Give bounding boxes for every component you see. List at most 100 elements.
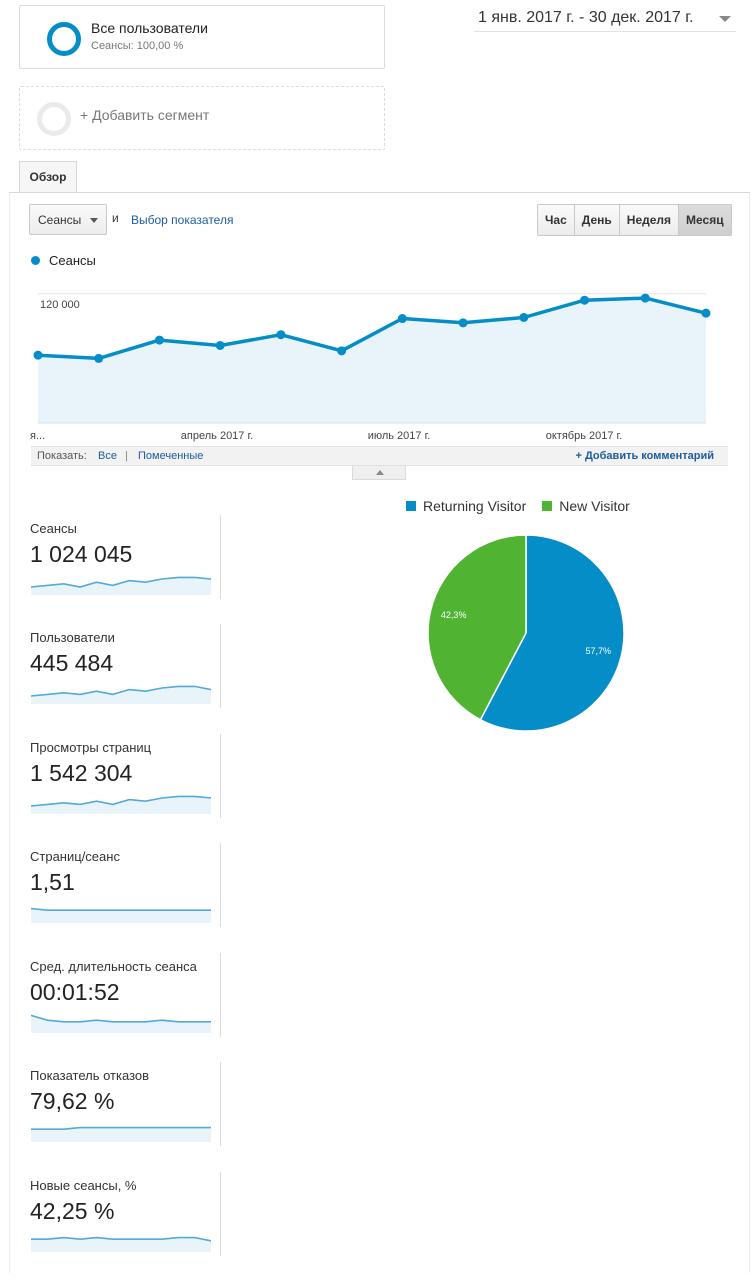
metric-divider: [220, 1062, 221, 1146]
metric-card[interactable]: Просмотры страниц 1 542 304: [29, 734, 222, 824]
metric-value: 1 024 045: [30, 541, 133, 567]
data-point: [701, 308, 711, 318]
tab-overview[interactable]: Обзор: [19, 161, 77, 193]
metric-value: 445 484: [30, 650, 114, 676]
metric-sparkline: [31, 795, 211, 814]
x-tick-label: октябрь 2017 г.: [546, 430, 623, 442]
granularity-week-button[interactable]: Неделя: [619, 205, 680, 235]
metric-label: Показатель отказов: [30, 1068, 150, 1083]
metric-card[interactable]: Показатель отказов 79,62 %: [29, 1062, 222, 1152]
collapse-up-icon: [376, 470, 384, 475]
pie-legend: Returning Visitor New Visitor: [406, 498, 646, 514]
empty-segment-ring-icon: [37, 102, 71, 136]
y-tick-label: 120 000: [40, 299, 80, 311]
metric-label: Просмотры страниц: [30, 740, 152, 755]
sparkline-area: [31, 796, 211, 814]
add-comment-link[interactable]: + Добавить комментарий: [575, 450, 714, 462]
sparkline-line: [31, 685, 211, 697]
metric-card[interactable]: Страниц/сеанс 1,51: [29, 843, 222, 933]
pie-slice-label: 57,7%: [586, 646, 612, 656]
sparkline-area: [31, 686, 211, 704]
metric-sparkline: [31, 1236, 211, 1252]
data-point: [640, 293, 650, 303]
metric-label: Сеансы: [30, 521, 77, 536]
sparkline-line: [31, 1236, 211, 1242]
metric-sparkline: [31, 685, 211, 704]
x-tick-label: я...: [30, 430, 45, 442]
metric-card[interactable]: Пользователи 445 484: [29, 624, 222, 714]
pie-legend-label: New Visitor: [559, 498, 630, 514]
pie-slice-returning: [479, 534, 625, 732]
data-point: [580, 295, 590, 305]
pick-metric-link[interactable]: Выбор показателя: [131, 213, 234, 227]
chart-legend: Сеансы: [31, 253, 96, 268]
data-point: [276, 330, 286, 340]
legend-dot-icon: [31, 256, 40, 265]
data-point: [94, 353, 104, 363]
metric-card[interactable]: Сред. длительность сеанса 00:01:52: [29, 953, 222, 1043]
metric-divider: [220, 624, 221, 708]
show-separator: |: [125, 450, 128, 462]
granularity-month-button[interactable]: Месяц: [679, 205, 731, 235]
sparkline-area: [31, 1127, 211, 1142]
pie-slice-label: 42,3%: [441, 610, 467, 620]
metric-divider: [220, 953, 221, 1037]
pie-legend-item-new: New Visitor: [542, 498, 630, 514]
show-all-link[interactable]: Все: [98, 450, 117, 462]
sparkline-area: [31, 1237, 211, 1252]
granularity-hour-button[interactable]: Час: [538, 205, 575, 235]
date-range-picker[interactable]: 1 янв. 2017 г. - 30 дек. 2017 г.: [474, 6, 736, 32]
show-label: Показать:: [37, 450, 87, 462]
x-tick-label: июль 2017 г.: [368, 430, 431, 442]
segment-ring-icon: [47, 22, 81, 56]
series-line-sessions: [37, 296, 707, 361]
metric-divider: [220, 734, 221, 818]
sparkline-line: [31, 795, 211, 807]
sparkline-line: [31, 576, 211, 588]
metric-value: 1 542 304: [30, 760, 133, 786]
metric-select[interactable]: Сеансы: [29, 204, 107, 235]
metric-label: Страниц/сеанс: [30, 849, 120, 864]
metric-select-value: Сеансы: [38, 213, 82, 227]
legend-swatch-icon: [406, 501, 416, 511]
metric-label: Пользователи: [30, 630, 115, 645]
metric-sparkline: [31, 907, 211, 923]
segment-name: Все пользователи: [91, 20, 208, 36]
show-bar: Показать: Все | Помеченные + Добавить ко…: [31, 446, 728, 466]
tab-divider: [9, 192, 750, 193]
date-range-text: 1 янв. 2017 г. - 30 дек. 2017 г.: [478, 9, 694, 26]
sparkline-area: [31, 577, 211, 595]
sparkline-area: [31, 908, 211, 923]
data-point: [397, 314, 407, 324]
pie-slice-new: [427, 534, 527, 721]
metric-sparkline: [31, 1014, 211, 1033]
series-area: [38, 298, 706, 423]
metric-sparkline: [31, 1126, 211, 1142]
add-segment-button[interactable]: + Добавить сегмент: [19, 86, 385, 150]
panel-border-left: [9, 193, 10, 1273]
metric-divider: [220, 1172, 221, 1256]
segment-all-users[interactable]: Все пользователи Сеансы: 100,00 %: [19, 5, 385, 69]
panel-border-right: [749, 193, 750, 1273]
granularity-day-button[interactable]: День: [574, 205, 620, 235]
sparkline-line: [31, 907, 211, 911]
sparkline-area: [31, 1015, 211, 1033]
chevron-down-icon: [719, 16, 731, 22]
metric-card[interactable]: Сеансы 1 024 045: [29, 515, 222, 605]
pie-legend-item-returning: Returning Visitor: [406, 498, 526, 514]
dropdown-arrow-icon: [90, 218, 98, 223]
data-point: [215, 340, 225, 350]
metric-value: 00:01:52: [30, 979, 120, 1005]
legend-swatch-icon: [542, 501, 553, 511]
metric-card[interactable]: Новые сеансы, % 42,25 %: [29, 1172, 222, 1262]
pie-legend-label: Returning Visitor: [423, 498, 527, 514]
data-point: [519, 312, 529, 322]
data-point: [154, 335, 164, 345]
legend-label: Сеансы: [49, 253, 96, 268]
metric-divider: [220, 515, 221, 599]
collapse-chart-button[interactable]: [352, 466, 406, 480]
granularity-switch: Час День Неделя Месяц: [537, 204, 732, 236]
metric-value: 79,62 %: [30, 1088, 115, 1114]
show-marked-link[interactable]: Помеченные: [138, 450, 204, 462]
